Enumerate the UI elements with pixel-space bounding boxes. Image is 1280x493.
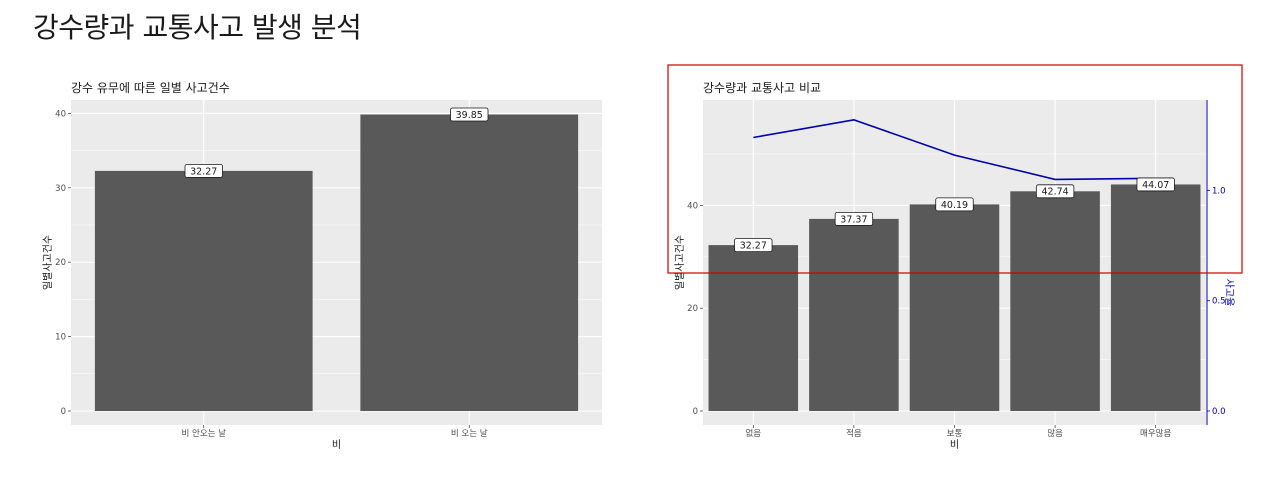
slide-title: 강수량과 교통사고 발생 분석	[33, 11, 362, 44]
y2-tick-label: 0.0	[1212, 407, 1226, 417]
data-label-적음-box	[834, 211, 874, 226]
data-label-비 안오는 날: 32.27	[190, 166, 217, 177]
x-tick-label: 적음	[846, 428, 862, 439]
y-tick-label: 40	[687, 201, 698, 211]
x-tick-label: 많음	[1047, 429, 1063, 439]
data-label-많음: 42.74	[1041, 187, 1068, 198]
y-tick-label: 30	[55, 184, 66, 194]
data-label-없음: 32.27	[740, 241, 767, 252]
chart-title-1: 강수 유무에 따른 일별 사고건수	[71, 81, 230, 95]
y-tick-label: 40	[55, 109, 66, 119]
y2-axis-title: 사고율	[1223, 279, 1235, 307]
bar-비 오는 날	[360, 114, 579, 412]
x-tick-label: 비 오는 날	[451, 428, 488, 439]
data-label-보통: 40.19	[941, 200, 968, 211]
x-tick-label: 비 안오는 날	[181, 428, 226, 439]
bar-매우많음	[1110, 184, 1201, 411]
y-axis-title: 일별사고건수	[42, 235, 54, 290]
x-axis-title: 비	[332, 439, 341, 451]
data-label-적음: 37.37	[840, 214, 867, 225]
y-tick-label: 0	[61, 407, 66, 417]
data-label-없음-box	[734, 238, 773, 253]
y-tick-label: 20	[55, 258, 66, 268]
y2-tick-label: 0.5	[1212, 297, 1226, 307]
data-label-매우많음-box	[1136, 177, 1175, 192]
y-axis-title: 일별사고건수	[674, 235, 686, 290]
data-label-비 안오는 날-box	[184, 164, 223, 178]
chart-title-2: 강수량과 교통사고 비교	[703, 81, 821, 95]
y-tick-label: 0	[693, 407, 698, 417]
y-tick-label: 10	[55, 333, 66, 343]
data-label-보통-box	[935, 197, 974, 212]
data-label-매우많음: 44.07	[1142, 180, 1169, 191]
bar-없음	[708, 245, 799, 411]
bar-비 안오는 날	[94, 170, 313, 411]
y-tick-label: 20	[687, 304, 698, 314]
x-tick-label: 매우많음	[1140, 429, 1171, 439]
ratio-line-series	[753, 119, 1156, 181]
data-label-비 오는 날-box	[450, 107, 489, 122]
bar-많음	[1010, 191, 1100, 411]
data-label-많음-box	[1035, 184, 1075, 199]
x-axis-title: 비	[950, 439, 959, 451]
bar-보통	[909, 204, 1000, 411]
highlight-box	[667, 64, 1243, 274]
y2-tick-label: 1.0	[1212, 186, 1226, 196]
bar-적음	[809, 218, 899, 411]
data-label-비 오는 날: 39.85	[456, 110, 483, 121]
x-tick-label: 보통	[947, 429, 963, 439]
x-tick-label: 없음	[745, 429, 761, 439]
